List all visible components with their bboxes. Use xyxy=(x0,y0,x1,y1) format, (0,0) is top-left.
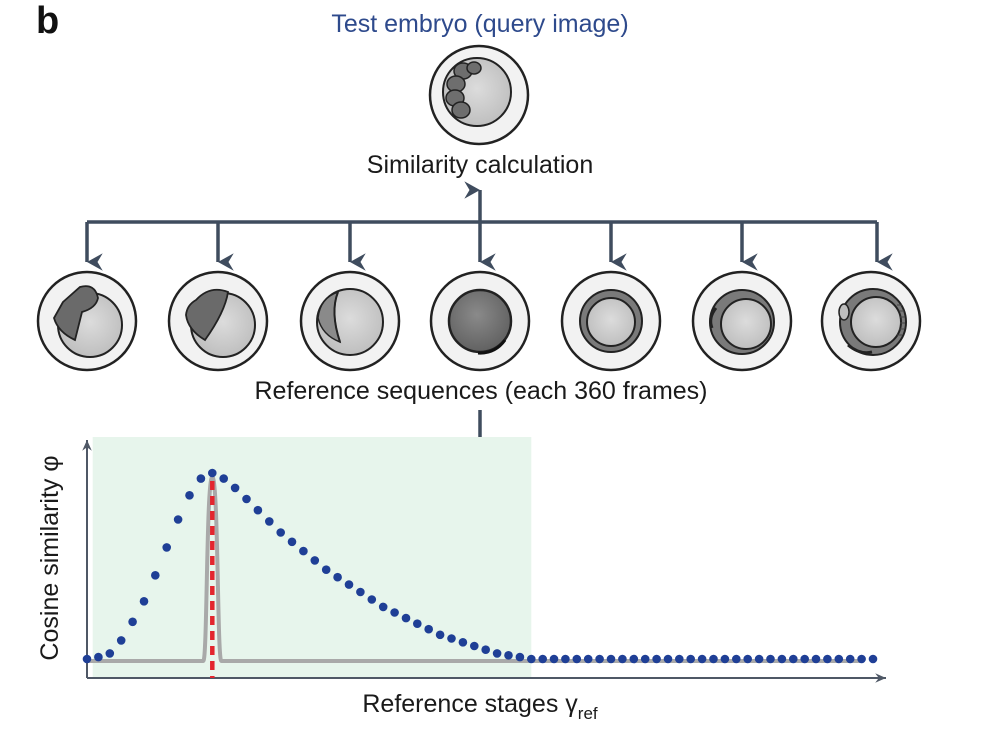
similarity-dot xyxy=(310,556,320,565)
similarity-dot xyxy=(299,546,308,556)
y-axis-label: Cosine similarity φ xyxy=(36,455,64,660)
panel-label: b xyxy=(36,0,59,42)
reference-embryo-1-icon xyxy=(36,270,138,372)
similarity-dot xyxy=(230,483,240,493)
similarity-dot xyxy=(743,654,752,664)
similarity-dot xyxy=(754,654,764,664)
similarity-dot xyxy=(413,619,422,628)
reference-embryo-5-icon xyxy=(560,270,662,372)
similarity-dot xyxy=(162,543,171,552)
similarity-dot xyxy=(834,654,844,664)
similarity-dot xyxy=(606,654,616,664)
similarity-dot xyxy=(196,474,206,483)
branch-arrows xyxy=(85,181,893,271)
similarity-dot xyxy=(208,468,217,478)
reference-embryo-6-icon xyxy=(691,270,793,372)
similarity-dot xyxy=(344,580,354,589)
similarity-dot xyxy=(652,654,661,664)
similarity-dot xyxy=(686,654,695,664)
similarity-dot xyxy=(629,654,639,664)
similarity-dot xyxy=(265,517,274,526)
similarity-dot xyxy=(675,654,684,664)
similarity-dot xyxy=(173,515,183,524)
similarity-dot xyxy=(333,572,342,582)
similarity-dot xyxy=(151,571,160,580)
similarity-dot xyxy=(561,654,570,664)
similarity-dot xyxy=(527,654,536,664)
similarity-dot xyxy=(185,491,194,500)
similarity-dot xyxy=(663,654,673,664)
similarity-dot xyxy=(378,602,388,612)
similarity-label: Similarity calculation xyxy=(367,151,593,179)
similarity-dot xyxy=(515,652,525,662)
similarity-dot xyxy=(276,528,286,537)
similarity-dot xyxy=(105,649,115,658)
similarity-dots xyxy=(82,468,878,664)
similarity-dot xyxy=(800,654,809,664)
similarity-dot xyxy=(720,654,730,664)
similarity-dot xyxy=(82,654,92,664)
reference-embryo-2-icon xyxy=(167,270,269,372)
similarity-dot xyxy=(504,651,513,660)
similarity-dot xyxy=(242,494,251,504)
similarity-dot xyxy=(789,654,798,664)
similarity-dot xyxy=(470,641,479,651)
similarity-dot xyxy=(777,654,787,664)
similarity-dot xyxy=(401,613,411,623)
similarity-dot xyxy=(845,654,855,664)
similarity-dot xyxy=(766,654,775,664)
reference-embryo-4-icon xyxy=(429,270,531,372)
similarity-dot xyxy=(823,654,832,664)
similarity-dot xyxy=(435,630,445,640)
similarity-dot xyxy=(538,654,547,664)
similarity-dot xyxy=(447,634,456,643)
similarity-dot xyxy=(116,636,126,645)
similarity-dot xyxy=(253,505,263,515)
query-title: Test embryo (query image) xyxy=(331,10,628,38)
similarity-dot xyxy=(139,597,149,606)
similarity-dot xyxy=(481,645,491,654)
reference-embryo-7-icon xyxy=(820,270,922,372)
similarity-dot xyxy=(709,654,718,664)
similarity-dot xyxy=(492,649,502,658)
reference-label: Reference sequences (each 360 frames) xyxy=(254,377,707,405)
similarity-dot xyxy=(458,638,468,647)
similarity-dot xyxy=(697,654,707,664)
similarity-plot xyxy=(82,437,886,683)
similarity-dot xyxy=(640,654,650,664)
similarity-dot xyxy=(857,654,866,664)
similarity-dot xyxy=(572,654,582,664)
similarity-dot xyxy=(356,587,365,597)
query-embryo-icon xyxy=(428,44,530,146)
similarity-dot xyxy=(424,624,434,634)
x-axis-label-main: Reference stages γ xyxy=(362,690,578,718)
x-axis-label-sub: ref xyxy=(578,704,598,723)
similarity-dot xyxy=(321,565,331,574)
similarity-dot xyxy=(219,474,228,483)
x-axis-label: Reference stages γref xyxy=(362,690,598,723)
similarity-dot xyxy=(583,654,593,664)
similarity-dot xyxy=(94,652,103,662)
similarity-dot xyxy=(390,608,399,617)
similarity-dot xyxy=(367,595,377,604)
similarity-dot xyxy=(811,654,821,664)
similarity-dot xyxy=(732,654,741,664)
similarity-dot xyxy=(128,617,137,627)
similarity-dot xyxy=(868,654,878,664)
similarity-dot xyxy=(595,654,604,664)
reference-embryo-3-icon xyxy=(299,270,401,372)
similarity-dot xyxy=(549,654,559,664)
similarity-dot xyxy=(287,537,297,547)
similarity-dot xyxy=(618,654,627,664)
